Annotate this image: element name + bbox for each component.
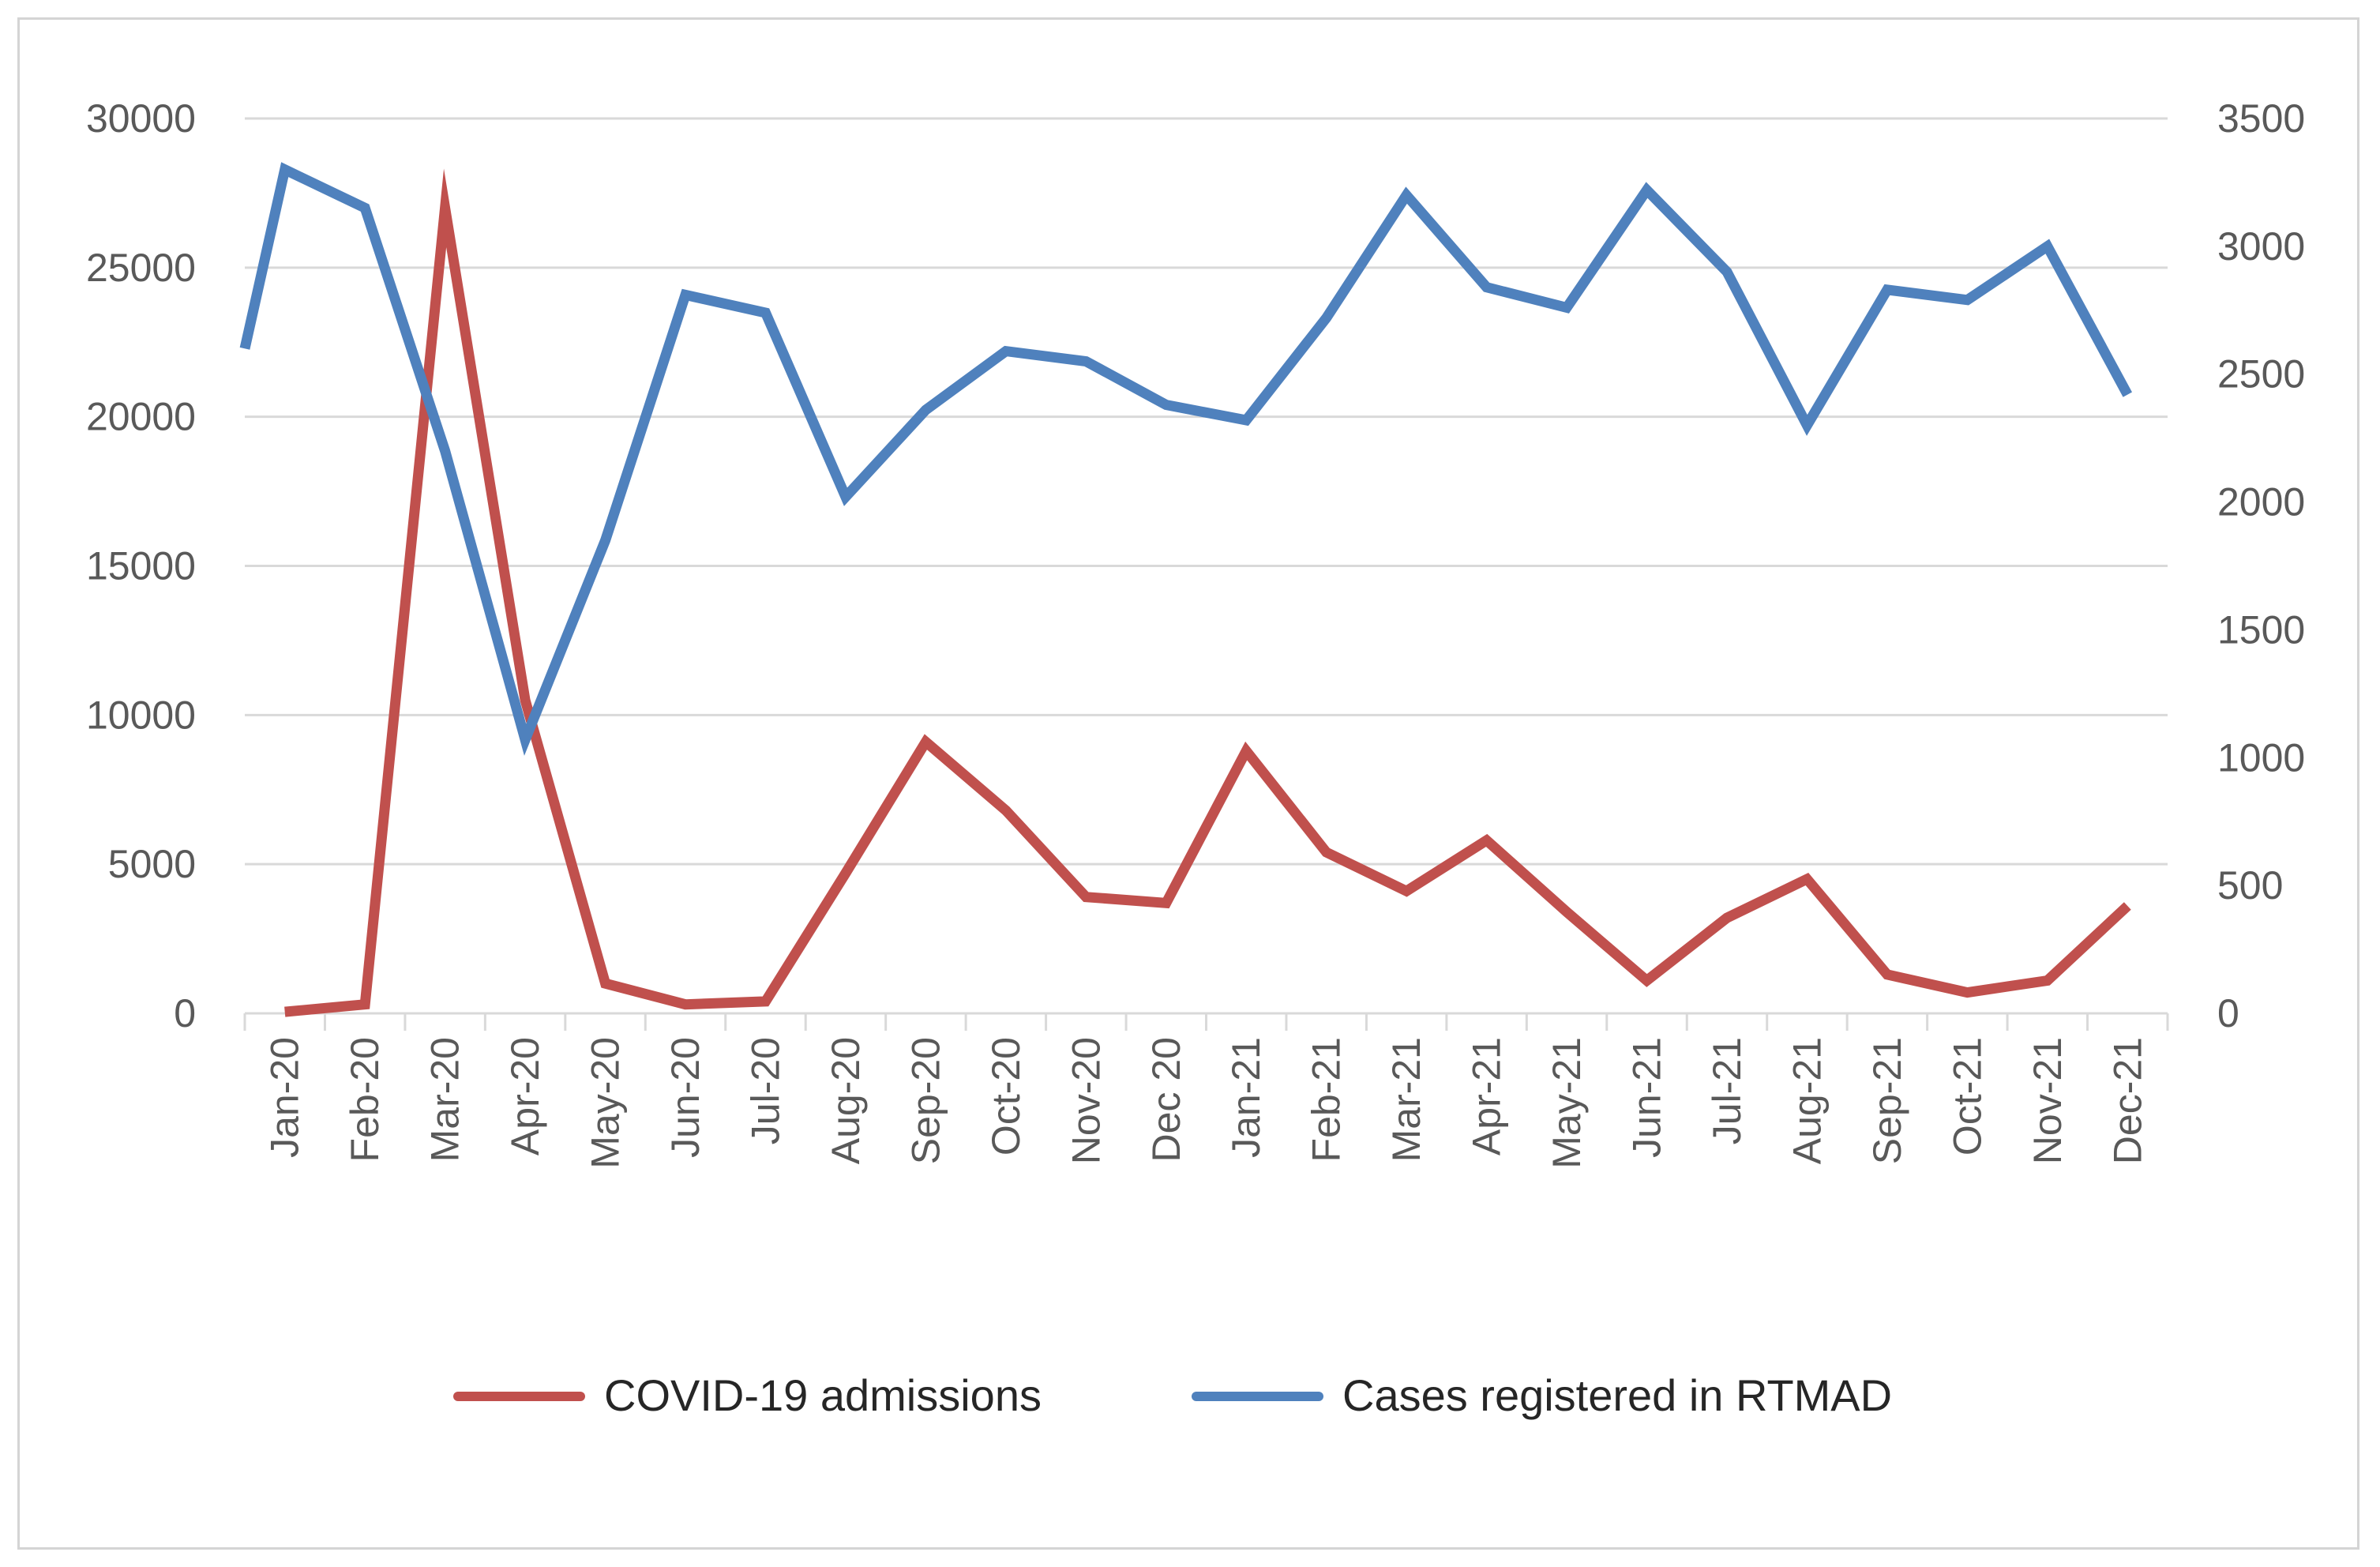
left-tick-label: 10000 xyxy=(86,693,196,737)
x-tick-label: Jun-21 xyxy=(1625,1037,1669,1158)
x-tick-label: Apr-20 xyxy=(503,1037,547,1156)
x-tick-label: Sep-20 xyxy=(903,1037,948,1164)
right-tick-label: 3500 xyxy=(2217,96,2305,141)
x-axis: Jan-20 Feb-20 Mar-20 Apr-20 May-20 Jun-20 Jul-… xyxy=(243,1012,2169,1169)
right-tick-label: 2500 xyxy=(2217,352,2305,396)
x-tick-label: Mar-21 xyxy=(1384,1037,1428,1162)
left-tick-label: 20000 xyxy=(86,395,196,439)
legend-label-covid-admissions: COVID-19 admissions xyxy=(604,1370,1042,1420)
x-tick-label: Sep-21 xyxy=(1865,1037,1909,1164)
x-tick-label: Jan-21 xyxy=(1224,1037,1268,1158)
left-tick-label: 5000 xyxy=(108,842,196,886)
x-tick-label: Dec 20 xyxy=(1144,1037,1188,1162)
gridlines xyxy=(245,117,2168,866)
x-tick-label: Mar-20 xyxy=(423,1037,467,1162)
x-tick-label: Jun-20 xyxy=(663,1037,708,1158)
right-tick-label: 1000 xyxy=(2217,735,2305,780)
left-tick-label: 25000 xyxy=(86,246,196,290)
left-tick-label: 0 xyxy=(174,991,196,1035)
x-tick-label: Nov-21 xyxy=(2025,1037,2070,1164)
series-line-covid-admissions xyxy=(284,168,2131,1017)
x-tick-label: Jul-21 xyxy=(1705,1037,1749,1144)
left-tick-label: 30000 xyxy=(86,96,196,141)
x-tick-label: Oct-21 xyxy=(1945,1037,1989,1156)
x-tick-label: Dec-21 xyxy=(2105,1037,2149,1164)
x-tick-label: Feb-21 xyxy=(1304,1037,1349,1162)
x-tick-label: May-21 xyxy=(1545,1037,1589,1169)
right-tick-label: 2000 xyxy=(2217,480,2305,524)
x-tick-label: Jan-20 xyxy=(263,1037,307,1158)
x-tick-label: Feb-20 xyxy=(343,1037,387,1162)
series-line-rtmad-cases xyxy=(239,162,2133,756)
right-tick-label: 500 xyxy=(2217,863,2283,908)
x-tick-label: Oct-20 xyxy=(984,1037,1028,1156)
left-tick-label: 15000 xyxy=(86,544,196,588)
chart-frame xyxy=(17,17,2359,1550)
left-axis-ticks: 0 5000 10000 15000 20000 25000 30000 xyxy=(86,96,196,1035)
right-tick-label: 3000 xyxy=(2217,224,2305,269)
x-tick-label: Nov-20 xyxy=(1064,1037,1108,1164)
series-lines xyxy=(239,162,2133,1017)
right-axis-ticks: 0 500 1000 1500 2000 2500 3000 3500 xyxy=(2217,96,2305,1035)
right-tick-label: 1500 xyxy=(2217,607,2305,652)
legend: COVID-19 admissions Cases registered in … xyxy=(453,1370,1892,1420)
right-tick-label: 0 xyxy=(2217,991,2239,1035)
x-tick-label: Aug-20 xyxy=(824,1037,868,1164)
x-tick-label: May-20 xyxy=(584,1037,628,1169)
legend-label-rtmad-cases: Cases registered in RTMAD xyxy=(1342,1370,1892,1420)
x-tick-label: Aug-21 xyxy=(1785,1037,1829,1164)
x-tick-label: Jul-20 xyxy=(743,1037,787,1144)
x-tick-label: Apr-21 xyxy=(1465,1037,1509,1156)
